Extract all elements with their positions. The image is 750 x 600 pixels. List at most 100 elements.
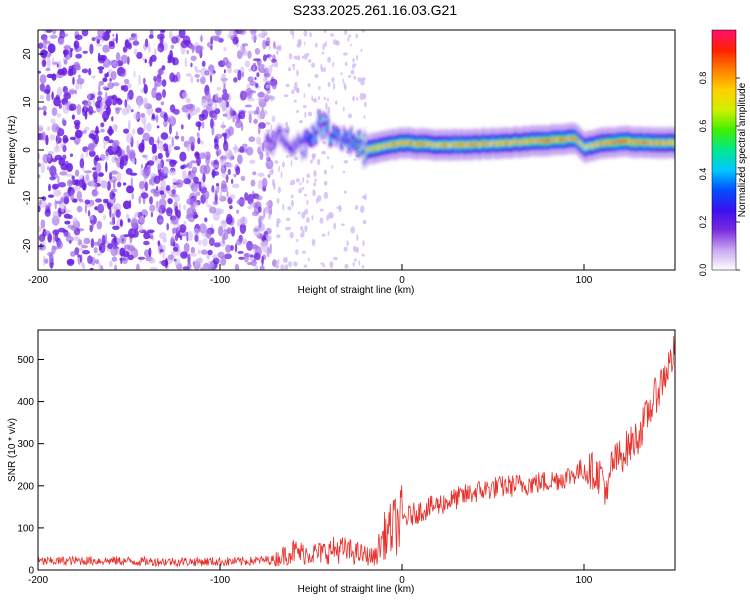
- spectrogram-ridge-cell: [587, 145, 590, 149]
- spectrogram-noise-cell: [189, 252, 197, 257]
- spectrogram-noise-cell: [171, 136, 174, 148]
- spectrogram-noise-cell: [76, 78, 85, 85]
- spectrogram-noise-cell: [210, 45, 213, 51]
- spectrogram-ridge-cell: [478, 142, 480, 147]
- spectrogram-noise-cell: [342, 170, 346, 174]
- spectrogram-noise-cell: [258, 122, 266, 129]
- spectrogram-noise-cell: [130, 177, 133, 188]
- spectrogram-ridge-cell: [411, 142, 414, 146]
- spectrogram-ridge-cell: [561, 137, 563, 142]
- spectrogram-noise-cell: [172, 183, 177, 191]
- spectrogram-noise-cell: [144, 181, 149, 192]
- spectrogram-noise-cell: [271, 115, 276, 123]
- spectrogram-ridge-cell: [387, 143, 390, 148]
- spectrogram-noise-cell: [217, 208, 225, 214]
- spectrogram-ridge-cell: [521, 139, 523, 144]
- spectrogram-ridge-cell: [426, 142, 428, 146]
- spectrogram-noise-cell: [59, 171, 68, 176]
- spectrogram-noise-cell: [271, 167, 274, 173]
- spectrogram-noise-cell: [87, 142, 95, 150]
- spectrogram-ridge-cell: [469, 143, 472, 148]
- spectrogram-noise-cell: [241, 238, 248, 245]
- spectrogram-ridge-cell: [501, 141, 503, 146]
- snr-frame: [37, 329, 676, 571]
- spectrogram-noise-cell: [97, 54, 106, 64]
- spectrogram-ridge-cell: [481, 141, 484, 145]
- spectrogram-noise-cell: [227, 34, 231, 39]
- spectrogram-noise-cell: [266, 93, 270, 99]
- spectrogram-noise-cell: [197, 137, 201, 145]
- spectrogram-ridge-cell: [668, 141, 670, 145]
- spectrogram-noise-cell: [40, 219, 46, 229]
- spectrogram-noise-cell: [142, 77, 146, 84]
- spectrogram-noise-cell: [96, 204, 104, 211]
- spectrogram-ridge-cell: [336, 133, 339, 137]
- spectrogram-noise-cell: [38, 124, 44, 131]
- spectrogram-noise-cell: [120, 54, 129, 64]
- spectrogram-noise-cell: [207, 249, 213, 256]
- spectrogram-noise-cell: [84, 170, 92, 174]
- spectrogram-ridge-cell: [415, 142, 417, 147]
- spectrogram-noise-cell: [323, 30, 327, 34]
- spectrogram-noise-cell: [253, 110, 258, 115]
- spectrogram-ridge-cell: [569, 136, 571, 141]
- spectrogram-ridge-cell: [378, 145, 380, 149]
- spectrogram-ridge-cell: [305, 135, 308, 138]
- spectrogram-ridge-cell: [616, 140, 618, 145]
- spectrogram-noise-cell: [76, 205, 83, 213]
- spectrogram-noise-cell: [49, 134, 56, 141]
- spectrogram-noise-cell: [291, 89, 295, 95]
- spectrogram-noise-cell: [60, 196, 65, 203]
- spectrogram-noise-cell: [293, 55, 297, 60]
- spectrogram-ridge-cell: [449, 143, 451, 148]
- spectrogram-ridge-cell: [400, 141, 403, 145]
- spectrogram-ridge-cell: [302, 138, 305, 142]
- spectrogram-noise-cell: [267, 174, 271, 178]
- spectrogram-ridge-cell: [487, 142, 489, 146]
- spectrogram-noise-cell: [46, 57, 51, 69]
- spectrogram-noise-cell: [45, 30, 53, 33]
- spectrogram-noise-cell: [75, 53, 83, 59]
- spectrogram-ridge-cell: [601, 140, 604, 145]
- spectrogram-noise-cell: [296, 178, 300, 183]
- spectrogram-noise-cell: [220, 164, 225, 170]
- spectrogram-noise-cell: [212, 254, 218, 259]
- spectrogram-ridge-cell: [345, 136, 347, 140]
- spectrogram-noise-cell: [162, 89, 166, 98]
- spectrogram-noise-cell: [75, 179, 81, 187]
- spectrogram-ridge-cell: [337, 132, 340, 136]
- spectrogram-ridge-cell: [498, 140, 500, 145]
- spectrogram-ridge-cell: [427, 142, 429, 147]
- spectrogram-noise-cell: [273, 61, 279, 68]
- spectrogram-noise-cell: [262, 244, 268, 254]
- spectrogram-noise-cell: [214, 92, 220, 102]
- spectrogram-noise-cell: [223, 69, 226, 74]
- spectrogram-noise-cell: [143, 84, 148, 94]
- spectrogram-ridge-cell: [453, 143, 455, 148]
- spectrogram-noise-cell: [68, 103, 77, 111]
- spectrogram-noise-cell: [97, 30, 105, 38]
- spectrogram-noise-cell: [148, 43, 151, 53]
- spectrogram-noise-cell: [232, 116, 235, 123]
- spectrogram-noise-cell: [252, 30, 255, 38]
- spectrogram-ridge-cell: [476, 141, 478, 146]
- spectrogram-noise-cell: [193, 228, 200, 236]
- spectrogram-noise-cell: [156, 125, 160, 129]
- spectrogram-noise-cell: [42, 153, 50, 164]
- spectrogram-noise-cell: [258, 195, 263, 200]
- spectrogram-noise-cell: [172, 247, 179, 252]
- spectrogram-ridge-cell: [533, 138, 535, 143]
- spectrogram-noise-cell: [160, 132, 169, 140]
- spectrogram-noise-cell: [220, 256, 227, 266]
- spectrogram-noise-cell: [220, 184, 228, 193]
- spectrogram-ridge-cell: [284, 143, 286, 147]
- spectrogram-noise-cell: [160, 179, 166, 189]
- spectrogram-noise-layer: [38, 30, 367, 270]
- spectrogram-ridge-cell: [537, 138, 539, 143]
- spectrogram-noise-cell: [58, 157, 66, 167]
- spectrogram-noise-cell: [354, 205, 359, 210]
- spectrogram-noise-cell: [38, 244, 47, 251]
- spectrogram-noise-cell: [323, 66, 326, 73]
- spectrogram-noise-cell: [293, 67, 295, 71]
